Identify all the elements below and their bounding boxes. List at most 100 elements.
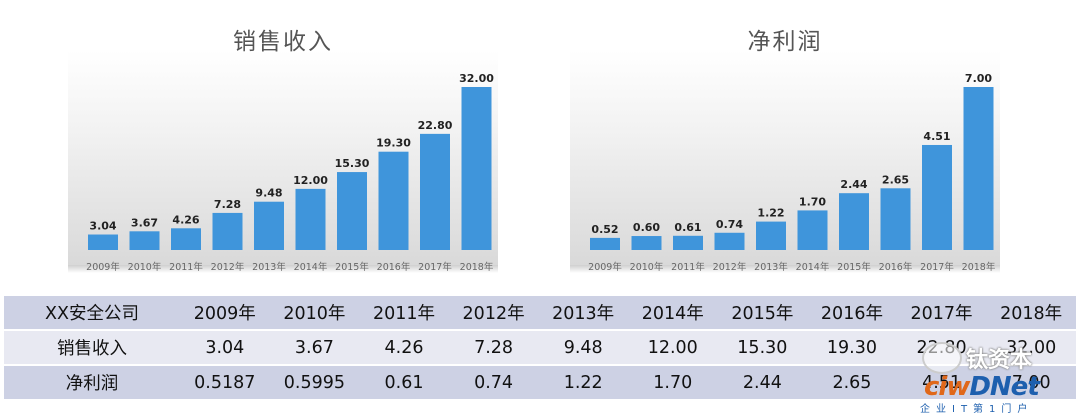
table-cell: 9.48: [538, 330, 628, 366]
chart-title: 净利润: [747, 29, 823, 55]
bar: [922, 144, 952, 250]
x-tick-label: 2010年: [128, 261, 162, 273]
bar-value-label: 19.30: [376, 137, 411, 150]
bar: [590, 237, 620, 250]
table-cell: 0.5187: [180, 365, 270, 401]
bar-value-label: 9.48: [255, 187, 282, 200]
table-cell: 2013年: [538, 296, 628, 331]
table-cell: 3.67: [269, 330, 360, 366]
net-profit-chart: 净利润 0.52 2009年 0.60 2010年 0.61 2011年 0.74 2012年…: [570, 0, 1000, 292]
bar: [461, 87, 492, 250]
table-cell: 1.22: [538, 365, 628, 401]
table-cell: 1.70: [627, 365, 718, 401]
chart-plot: 0.52 2009年 0.60 2010年 0.61 2011年 0.74 2012年 1.22…: [588, 72, 996, 273]
bar: [963, 87, 994, 250]
bar-value-label: 7.00: [965, 72, 992, 85]
x-tick-label: 2018年: [460, 261, 494, 273]
table-cell: 7.28: [448, 330, 539, 366]
bar: [420, 133, 450, 250]
bar: [378, 151, 409, 250]
table-cell: 2012年: [448, 296, 539, 331]
table-cell: 2015年: [717, 296, 808, 331]
bar: [88, 234, 118, 250]
row-label-cell: XX安全公司: [4, 296, 180, 331]
x-tick-label: 2012年: [211, 261, 245, 273]
bar: [171, 228, 201, 250]
x-tick-label: 2011年: [671, 261, 705, 273]
bar-value-label: 4.51: [923, 130, 950, 143]
x-tick-label: 2015年: [837, 261, 871, 273]
row-label-cell: 销售收入: [4, 330, 180, 366]
bar: [673, 235, 703, 250]
chart-floor: [570, 265, 1000, 273]
bar: [631, 236, 662, 250]
table-cell: 32.00: [986, 330, 1076, 366]
bar-value-label: 0.60: [633, 221, 660, 234]
x-tick-label: 2012年: [713, 261, 747, 273]
bar-value-label: 4.26: [172, 213, 199, 226]
table-cell: 7.00: [986, 365, 1076, 401]
sales-revenue-chart: 销售收入 3.04 2009年 3.67 2010年 4.26 2011年 7.28 2012…: [68, 0, 498, 292]
bar-value-label: 32.00: [459, 72, 494, 85]
x-tick-label: 2014年: [294, 261, 328, 273]
logo-part-b: DNet: [969, 372, 1039, 402]
table-cell: 3.04: [180, 330, 270, 366]
table-cell: 12.00: [627, 330, 718, 366]
bar: [254, 201, 284, 250]
x-tick-label: 2015年: [335, 261, 369, 273]
watermark: 钛资本 ciwDNet 企业IT第1门户: [908, 340, 1080, 415]
bar: [756, 221, 786, 250]
x-tick-label: 2009年: [588, 261, 622, 273]
table-cell: 2009年: [180, 296, 270, 331]
bar-value-label: 22.80: [418, 119, 453, 132]
bar: [880, 188, 911, 250]
bar-value-label: 1.70: [799, 195, 826, 208]
table-cell: 2011年: [359, 296, 449, 331]
x-tick-label: 2011年: [169, 261, 203, 273]
x-tick-label: 2009年: [86, 261, 120, 273]
x-tick-label: 2013年: [754, 261, 788, 273]
x-tick-label: 2010年: [630, 261, 664, 273]
x-tick-label: 2017年: [920, 261, 954, 273]
bar-value-label: 2.44: [840, 178, 867, 191]
bar: [212, 212, 243, 250]
table-cell: 2018年: [986, 296, 1076, 331]
wechat-icon: [922, 342, 962, 374]
bar-value-label: 12.00: [293, 174, 328, 187]
bar-value-label: 2.65: [882, 173, 909, 186]
row-label-cell: 净利润: [4, 365, 180, 401]
table-cell: 0.61: [359, 365, 449, 401]
bar-value-label: 7.28: [214, 198, 241, 211]
bar: [714, 232, 745, 250]
bar-value-label: 15.30: [335, 157, 370, 170]
table-cell: 15.30: [717, 330, 808, 366]
bar-value-label: 1.22: [757, 207, 784, 220]
table-cell: 0.5995: [269, 365, 360, 401]
table-cell: 2016年: [807, 296, 897, 331]
watermark-slogan: 企业IT第1门户: [920, 404, 1034, 415]
watermark-title: 钛资本: [966, 348, 1033, 373]
x-tick-label: 2016年: [377, 261, 411, 273]
table-cell: 2014年: [627, 296, 718, 331]
bar: [839, 193, 869, 250]
x-tick-label: 2016年: [879, 261, 913, 273]
bar-value-label: 0.52: [591, 223, 618, 236]
bar: [295, 188, 326, 250]
table-cell: 2.44: [717, 365, 808, 401]
logo-part-a: ciw: [924, 372, 970, 402]
bar: [797, 210, 828, 250]
table-cell: 2017年: [896, 296, 987, 331]
table-cell: 2.65: [807, 365, 897, 401]
table-cell: 0.74: [448, 365, 539, 401]
bar-value-label: 0.74: [716, 218, 743, 231]
ciwdnet-logo: ciwDNet: [924, 372, 1040, 402]
chart-plot: 3.04 2009年 3.67 2010年 4.26 2011年 7.28 2012年 9.48…: [86, 72, 494, 273]
bar-value-label: 3.04: [89, 220, 116, 233]
table-cell: 4.26: [359, 330, 449, 366]
table-cell: 19.30: [807, 330, 897, 366]
bar: [337, 172, 367, 250]
table-cell: 2010年: [269, 296, 360, 331]
bar-value-label: 3.67: [131, 216, 158, 229]
x-tick-label: 2013年: [252, 261, 286, 273]
bar-value-label: 0.61: [674, 221, 701, 234]
